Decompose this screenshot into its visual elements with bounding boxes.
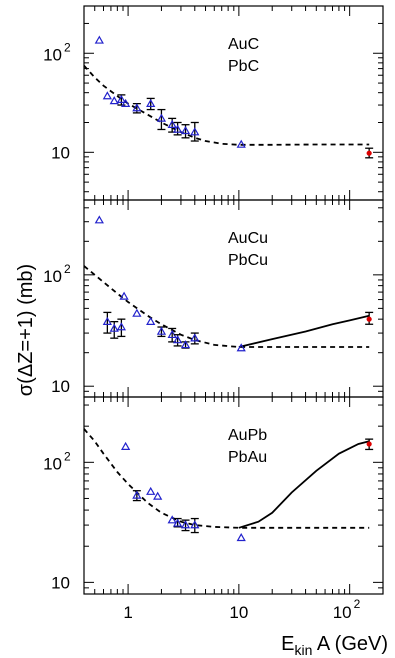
data-point-triangle [167,515,177,524]
solid-curve [238,314,370,348]
data-point-triangle [102,316,112,325]
data-point-triangle [167,119,177,128]
data-point-triangle [94,215,104,224]
data-point-triangle [190,333,200,342]
data-point-triangle [119,291,129,300]
axis-labels: σ(ΔZ=+1) (mb) Ekin A (GeV) [15,264,388,658]
y-tick-label: 10 [43,45,62,64]
data-point-triangle [109,96,119,105]
y-tick-label-exponent: 2 [64,40,71,54]
data-point-triangle [109,323,119,332]
panel-label-pbau: PbAu [228,449,267,466]
data-point-triangle [190,127,200,136]
data-point-triangle [236,343,246,352]
data-point-triangle [236,139,246,148]
data-point-triangle [172,518,183,527]
data-point-triangle [116,322,127,331]
panel-label-auc: AuC [228,36,259,53]
y-axis-label: σ(ΔZ=+1) (mb) [15,264,37,396]
solid-curve [238,440,370,529]
data-point-triangle [180,520,191,529]
data-point-triangle [146,316,156,325]
data-point-triangle [146,486,156,495]
dashed-curve [83,265,370,348]
x-tick-label: 10 [229,603,248,622]
data-point-triangle [116,94,127,103]
x-axis-label-rest: A (GeV) [312,633,388,655]
data-point-triangle [156,113,167,122]
data-point-triangle [180,125,191,135]
y-tick-label: 10 [51,143,70,162]
data-point-triangle [102,91,112,100]
y-tick-label: 10 [51,573,70,592]
data-point-triangle [236,533,246,542]
data-point-triangle [120,98,131,107]
data-point-triangle [156,326,167,335]
x-axis-label-main: E [281,633,294,655]
data-point-red [366,441,372,447]
x-axis-label-subscript: kin [295,642,313,658]
y-tick-label: 10 [43,454,62,473]
data-point-triangle [132,490,142,499]
panel-label-pbc: PbC [228,58,259,75]
y-tick-label: 10 [43,267,62,286]
panel-label-aupb: AuPb [228,427,267,444]
dashed-curve [83,64,370,146]
data-point-red [366,150,372,156]
y-tick-label-exponent: 2 [64,449,71,463]
data-point-triangle [180,340,191,349]
data-point-triangle [132,308,142,317]
data-point-triangle [172,124,183,133]
panel-label-pbcu: PbCu [228,252,268,269]
data-point-triangle [120,441,131,450]
data-point-triangle [132,103,142,112]
data-point-red [366,316,372,322]
y-tick-label: 10 [51,377,70,396]
x-axis-label: Ekin A (GeV) [281,633,388,658]
x-tick-label-exponent: 2 [354,597,361,611]
data-point-triangle [190,520,200,529]
x-tick-label: 10 [333,603,352,622]
x-tick-label: 1 [123,603,132,622]
data-point-triangle [153,491,163,500]
data-point-triangle [94,35,104,44]
data-point-triangle [146,98,156,107]
dashed-curve [83,428,370,529]
y-tick-label-exponent: 2 [64,262,71,276]
data-point-triangle [172,335,183,344]
panel-label-aucu: AuCu [228,230,268,247]
